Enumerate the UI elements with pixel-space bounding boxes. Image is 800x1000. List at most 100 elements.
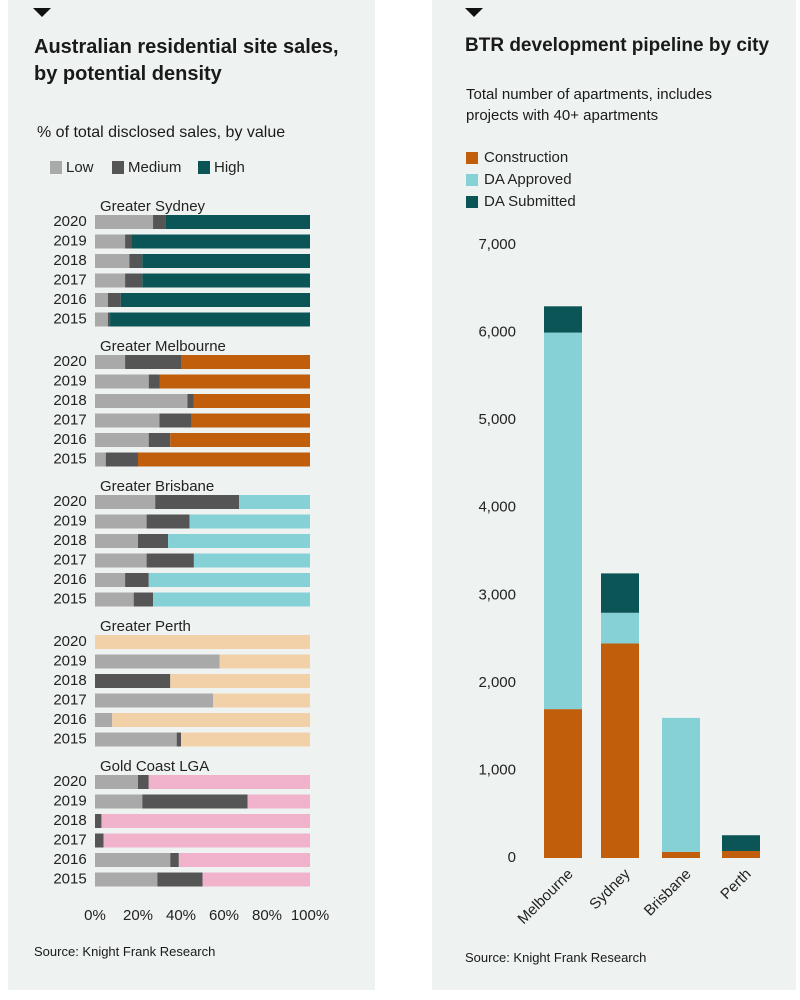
bar-segment bbox=[153, 592, 310, 607]
y-tick-label: 2016 bbox=[53, 571, 86, 588]
bar-segment bbox=[95, 592, 134, 607]
bar-segment bbox=[138, 452, 310, 467]
legend-label: DA Submitted bbox=[484, 193, 576, 210]
bar-segment bbox=[131, 234, 310, 249]
bar-segment bbox=[95, 215, 154, 229]
legend-swatch bbox=[198, 161, 210, 174]
y-tick-label: 2019 bbox=[53, 372, 86, 389]
y-tick-label: 2018 bbox=[53, 812, 86, 829]
bar-segment bbox=[95, 713, 113, 727]
bar-segment bbox=[95, 635, 310, 649]
legend-label: Low bbox=[66, 159, 94, 176]
bar-segment bbox=[181, 732, 310, 747]
chart-title: Australian residential site sales, by po… bbox=[34, 36, 339, 85]
bar-segment bbox=[95, 374, 149, 389]
y-tick-label: 2015 bbox=[53, 310, 86, 327]
y-tick-label: 2020 bbox=[53, 773, 86, 790]
y-tick-label: 2018 bbox=[53, 252, 86, 269]
bar-segment bbox=[95, 355, 126, 369]
bar-segment bbox=[193, 394, 310, 408]
bar-segment bbox=[95, 394, 188, 408]
bar-segment bbox=[125, 273, 143, 288]
y-tick-label: 2017 bbox=[53, 271, 86, 288]
y-tick-label: 2019 bbox=[53, 792, 86, 809]
bar-segment bbox=[662, 717, 700, 852]
bar-segment bbox=[544, 709, 582, 858]
bar-segment bbox=[168, 534, 310, 548]
bar-segment bbox=[601, 612, 639, 644]
legend-swatch bbox=[466, 174, 478, 186]
bar-segment bbox=[148, 374, 160, 389]
y-tick-label: 5,000 bbox=[478, 411, 516, 428]
y-tick-label: 2018 bbox=[53, 672, 86, 689]
bar-segment bbox=[95, 674, 171, 688]
y-tick-label: 4,000 bbox=[478, 499, 516, 516]
bar-segment bbox=[95, 495, 156, 509]
y-tick-label: 3,000 bbox=[478, 586, 516, 603]
bar-segment bbox=[159, 413, 192, 428]
bar-segment bbox=[148, 573, 310, 587]
bar-segment bbox=[103, 833, 310, 848]
bar-segment bbox=[129, 254, 143, 268]
bar-segment bbox=[544, 306, 582, 333]
bar-segment bbox=[133, 592, 154, 607]
y-tick-label: 2020 bbox=[53, 633, 86, 650]
group-label: Greater Brisbane bbox=[100, 478, 214, 495]
y-tick-label: 1,000 bbox=[478, 761, 516, 778]
bar-segment bbox=[95, 693, 214, 708]
bar-segment bbox=[138, 534, 169, 548]
y-tick-label: 2015 bbox=[53, 730, 86, 747]
bar-segment bbox=[165, 215, 310, 229]
legend-swatch bbox=[466, 196, 478, 208]
legend-swatch bbox=[466, 152, 478, 164]
y-tick-label: 2016 bbox=[53, 431, 86, 448]
bar-segment bbox=[181, 355, 310, 369]
legend-swatch bbox=[112, 161, 124, 174]
bar-segment bbox=[155, 495, 240, 509]
bar-segment bbox=[601, 643, 639, 858]
bar-segment bbox=[95, 775, 138, 789]
bar-segment bbox=[105, 452, 138, 467]
y-tick-label: 2016 bbox=[53, 851, 86, 868]
bar-segment bbox=[125, 355, 181, 369]
bar-segment bbox=[247, 794, 310, 809]
x-tick-label: 20% bbox=[123, 907, 153, 924]
bar-segment bbox=[191, 413, 310, 428]
bar-segment bbox=[178, 853, 310, 867]
bar-segment bbox=[189, 514, 310, 529]
bar-segment bbox=[95, 833, 104, 848]
bar-segment bbox=[112, 713, 310, 727]
y-tick-label: 2018 bbox=[53, 532, 86, 549]
bar-segment bbox=[95, 794, 143, 809]
legend-swatch bbox=[50, 161, 62, 174]
bar-segment bbox=[95, 534, 138, 548]
y-tick-label: 2017 bbox=[53, 411, 86, 428]
bar-segment bbox=[153, 215, 166, 229]
y-tick-label: 2015 bbox=[53, 590, 86, 607]
x-tick-label: 40% bbox=[166, 907, 196, 924]
y-tick-label: 2017 bbox=[53, 691, 86, 708]
x-tick-label: 80% bbox=[252, 907, 282, 924]
bar-segment bbox=[176, 732, 181, 747]
bar-segment bbox=[95, 273, 126, 288]
bar-segment bbox=[170, 433, 310, 447]
marker bbox=[33, 8, 51, 17]
y-tick-label: 2018 bbox=[53, 392, 86, 409]
y-tick-label: 2,000 bbox=[478, 674, 516, 691]
y-tick-label: 2016 bbox=[53, 291, 86, 308]
y-tick-label: 7,000 bbox=[478, 236, 516, 253]
bar-segment bbox=[107, 293, 121, 307]
bar-segment bbox=[101, 814, 310, 828]
bar-segment bbox=[95, 872, 158, 887]
bar-segment bbox=[722, 835, 760, 851]
y-tick-label: 6,000 bbox=[478, 324, 516, 341]
bar-segment bbox=[125, 573, 149, 587]
bar-segment bbox=[95, 234, 126, 249]
bar-segment bbox=[95, 312, 108, 327]
bar-segment bbox=[95, 553, 147, 568]
bar-segment bbox=[95, 853, 171, 867]
bar-segment bbox=[95, 514, 147, 529]
bar-segment bbox=[95, 433, 149, 447]
bar-segment bbox=[187, 394, 194, 408]
